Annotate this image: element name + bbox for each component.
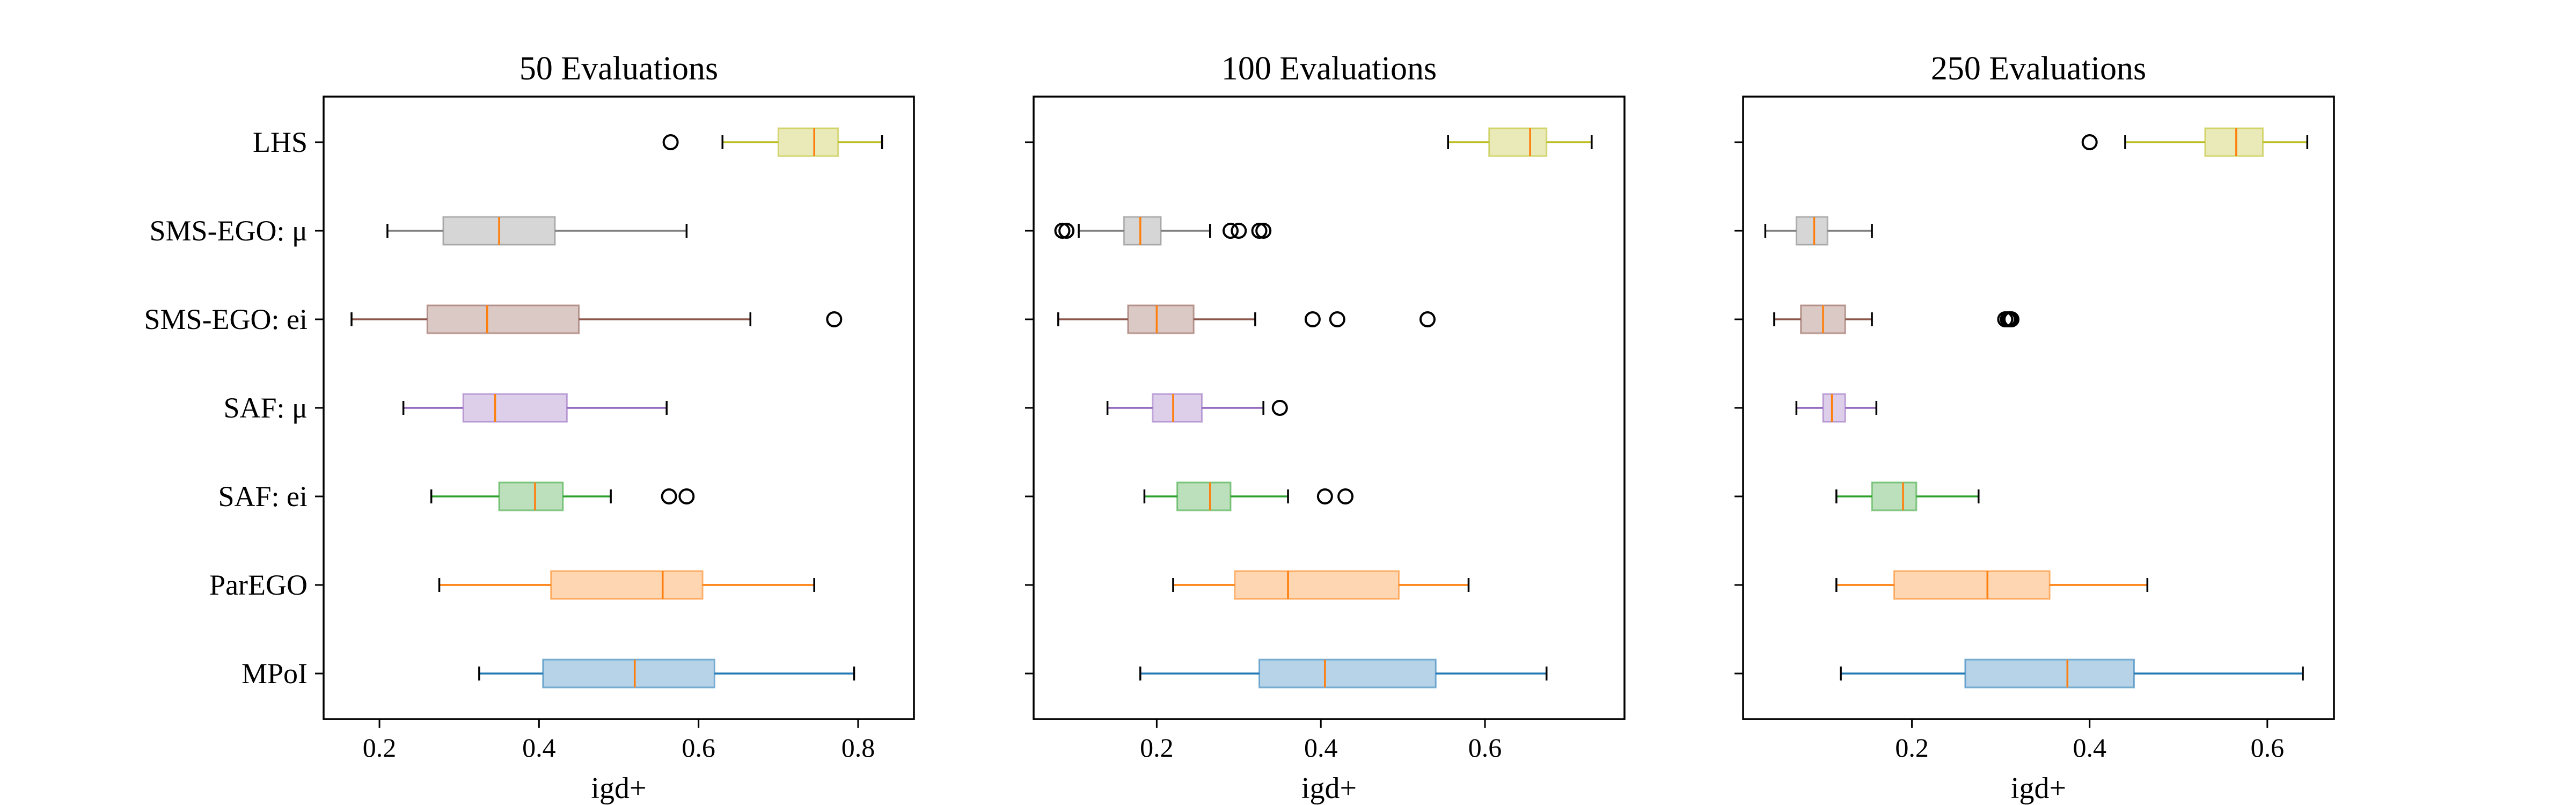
box-parego (1172, 570, 1470, 600)
outlier-point (662, 134, 679, 150)
box-saf-ei (430, 481, 695, 511)
box-sms-ego-ei (1057, 304, 1436, 334)
box-saf (1106, 393, 1288, 423)
outlier-point (661, 488, 677, 504)
x-tick-label: 0.4 (2073, 733, 2106, 763)
outlier-point (1337, 488, 1354, 504)
outlier-point (1231, 223, 1247, 239)
panel-100-evaluations: 100 Evaluations 0.2 0.4 0.6 igd+ (1025, 50, 1626, 805)
box-parego (438, 570, 815, 600)
iqr-box (1488, 127, 1548, 157)
x-tick-label: 0.2 (1140, 733, 1174, 763)
y-tick-label: ParEGO (209, 569, 308, 601)
x-tick-label: 0.6 (2251, 733, 2285, 763)
x-tick-label: 0.4 (522, 733, 556, 763)
y-tick-label: SAF: μ (223, 392, 308, 424)
box-sms-ego-ei (1773, 304, 2020, 334)
outlier-point (1329, 311, 1345, 327)
outlier-point (1316, 488, 1333, 504)
outlier-point (1419, 311, 1436, 327)
x-tick-label: 0.2 (363, 733, 397, 763)
iqr-box (1234, 570, 1400, 600)
iqr-box (498, 481, 564, 511)
iqr-box (462, 393, 568, 423)
x-tick-label: 0.6 (1468, 733, 1502, 763)
box-sms-ego-ei (350, 304, 843, 334)
iqr-box (1176, 481, 1232, 511)
outlier-point (1304, 311, 1321, 327)
iqr-box (1871, 481, 1918, 511)
x-tick-label: 0.2 (1895, 733, 1929, 763)
iqr-box (1795, 216, 1828, 246)
y-tick-label: SAF: ei (218, 480, 308, 513)
y-tick-label: LHS (253, 126, 308, 158)
iqr-box (1964, 658, 2135, 689)
iqr-box (1127, 304, 1195, 334)
x-axis-label: igd+ (1301, 772, 1357, 805)
box-saf (1795, 393, 1878, 423)
box-lhs (2081, 127, 2309, 157)
outlier-point (2081, 134, 2098, 150)
chart-title: 250 Evaluations (1931, 50, 2146, 87)
chart-title: 50 Evaluations (519, 50, 718, 87)
x-tick-label: 0.6 (682, 733, 715, 763)
outlier-point (1058, 223, 1075, 239)
panel-250-evaluations: 250 Evaluations 0.2 0.4 0.6 igd+ (1735, 50, 2335, 805)
box-sms-ego (1764, 216, 1873, 246)
iqr-box (426, 304, 580, 334)
box-saf-ei (1143, 481, 1354, 511)
box-sms-ego (386, 216, 688, 246)
chart-title: 100 Evaluations (1221, 50, 1437, 87)
iqr-box (542, 658, 715, 689)
iqr-box (1258, 658, 1437, 689)
x-axis-label: igd+ (591, 772, 646, 805)
box-parego (1835, 570, 2149, 600)
iqr-box (550, 570, 704, 600)
panel-50-evaluations: 50 Evaluations 0.2 0.4 0.6 0.8 igd+ LHS SMS-EGO… (144, 50, 915, 805)
y-tick-label: SMS-EGO: μ (150, 215, 308, 247)
iqr-box (1123, 216, 1162, 246)
iqr-box (1893, 570, 2051, 600)
outlier-point (1223, 223, 1239, 239)
box-mpoi (1840, 658, 2304, 689)
box-lhs (1447, 127, 1593, 157)
x-axis-label: igd+ (2011, 772, 2066, 805)
box-sms-ego (1054, 216, 1272, 246)
x-tick-label: 0.4 (1304, 733, 1338, 763)
y-tick-label: SMS-EGO: ei (144, 303, 308, 335)
outlier-point (1054, 223, 1071, 239)
outlier-point (826, 311, 843, 327)
outlier-point (2003, 311, 2020, 327)
outlier-point (678, 488, 695, 504)
box-mpoi (1139, 658, 1548, 689)
outlier-point (1271, 400, 1288, 416)
iqr-box (2204, 127, 2264, 157)
iqr-box (777, 127, 839, 157)
y-tick-label: MPoI (241, 657, 308, 690)
box-saf-ei (1835, 481, 1980, 511)
x-tick-label: 0.8 (841, 733, 875, 763)
box-mpoi (478, 658, 855, 689)
iqr-box (1152, 393, 1203, 423)
outlier-point (1251, 223, 1268, 239)
iqr-box (1822, 393, 1846, 423)
box-lhs (662, 127, 883, 157)
box-saf (402, 393, 668, 423)
outlier-point (1255, 223, 1272, 239)
